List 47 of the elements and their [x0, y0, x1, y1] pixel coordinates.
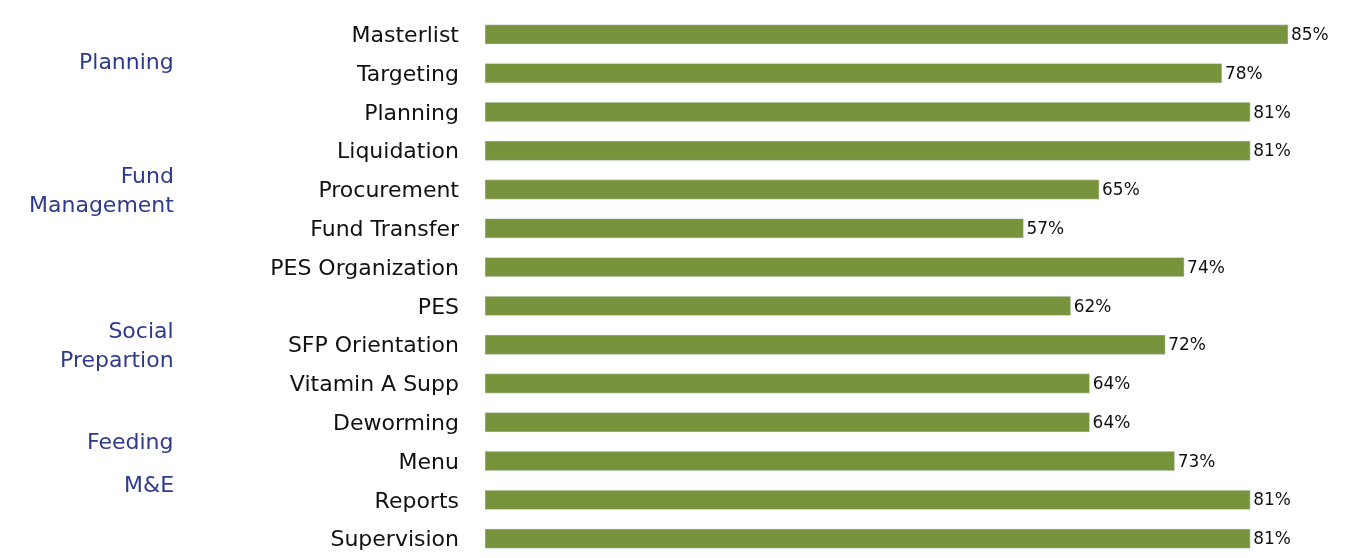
text: Planning	[79, 49, 174, 74]
y-tick-label: Reports	[374, 487, 459, 513]
bar	[485, 489, 1251, 510]
data-label: 64%	[1092, 411, 1131, 432]
y-tick-label: Vitamin A Supp	[289, 371, 459, 397]
bar	[485, 140, 1251, 161]
data-label: 65%	[1102, 179, 1140, 200]
data-label: 81%	[1253, 489, 1291, 510]
data-label: 81%	[1253, 101, 1291, 122]
data-label: 57%	[1026, 217, 1065, 238]
y-tick-label: Liquidation	[337, 138, 459, 164]
bar	[485, 24, 1289, 45]
text: Feeding	[87, 429, 174, 454]
y-tick-label: PES	[417, 293, 459, 319]
bar	[485, 257, 1185, 278]
bar	[485, 412, 1090, 433]
text: Social Prepartion	[60, 318, 174, 372]
bar	[485, 528, 1251, 549]
bar	[485, 102, 1251, 122]
y-tick-label: SFP Orientation	[287, 332, 459, 358]
y-tick-label: Targeting	[355, 60, 459, 86]
bar	[485, 295, 1071, 316]
y-tick-label: Planning	[364, 99, 459, 125]
y-tick-label: PES Organization	[270, 254, 459, 280]
bar	[485, 63, 1223, 84]
y-tick-label: Supervision	[330, 526, 459, 552]
bar	[485, 179, 1100, 200]
bar	[485, 373, 1090, 394]
bar	[485, 451, 1175, 471]
data-label: 81%	[1253, 528, 1291, 549]
y-tick-label: Menu	[398, 448, 459, 474]
y-tick-label: Fund Transfer	[310, 216, 460, 242]
bar	[485, 218, 1024, 239]
data-label: 85%	[1291, 24, 1329, 45]
data-label: 64%	[1092, 373, 1131, 394]
data-label: 74%	[1187, 256, 1225, 277]
y-tick-label: Deworming	[332, 409, 459, 435]
y-tick-label: Masterlist	[351, 22, 460, 48]
y-tick-label: Procurement	[318, 177, 460, 203]
text: Fund Management	[29, 163, 175, 217]
bar	[485, 334, 1166, 355]
data-label: 62%	[1073, 295, 1112, 316]
text: M&E	[124, 472, 175, 497]
data-label: 72%	[1168, 334, 1206, 355]
data-label: 81%	[1253, 140, 1291, 161]
data-label: 78%	[1224, 62, 1263, 83]
data-label: 73%	[1177, 450, 1216, 471]
